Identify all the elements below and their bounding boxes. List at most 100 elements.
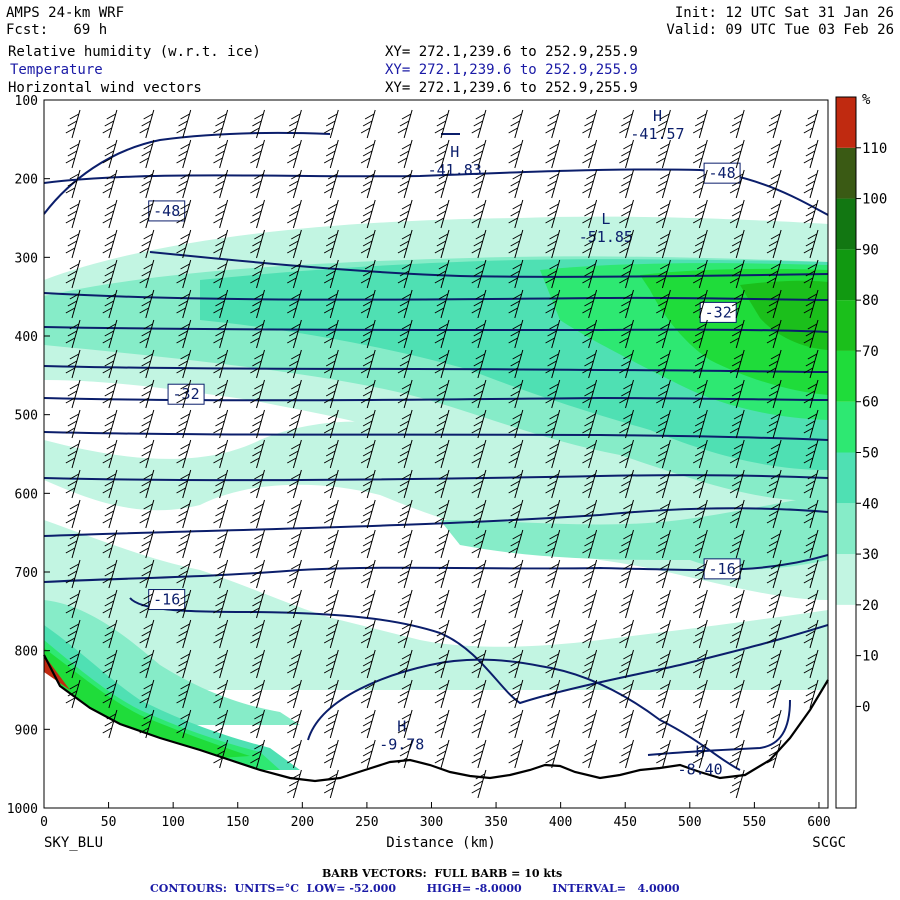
field-rh-xy: XY= 272.1,239.6 to 252.9,255.9 <box>385 44 638 60</box>
field-wind-label: Horizontal wind vectors <box>8 80 202 96</box>
wind-barb-column-3 <box>176 109 192 739</box>
extremum-value-3: -9.78 <box>379 735 424 753</box>
contour-label-0: -48 <box>153 202 180 220</box>
x-tick-label: 150 <box>226 815 249 830</box>
wind-barb-column-12 <box>508 109 524 769</box>
colorbar-tick-label: 110 <box>862 141 887 157</box>
wind-barb-column-18 <box>729 109 745 799</box>
field-temp-xy: XY= 272.1,239.6 to 252.9,255.9 <box>385 62 638 78</box>
colorbar-segment-1 <box>836 706 856 758</box>
colorbar-segment-6 <box>836 452 856 504</box>
colorbar-tick-label: 50 <box>862 446 879 462</box>
contour-label-box-4 <box>148 589 186 611</box>
wind-barb-column-5 <box>250 109 265 769</box>
wind-barb-column-20 <box>803 109 819 709</box>
wind-barb-staff <box>434 109 450 769</box>
colorbar-segment-7 <box>836 401 856 453</box>
colorbar-tick-label: 100 <box>862 192 887 208</box>
model-title: AMPS 24-km WRF <box>6 5 125 21</box>
wind-barb-staff <box>213 109 229 769</box>
isotherm-13 <box>647 699 791 756</box>
contour-label-box-5 <box>703 558 741 580</box>
x-tick-label: 50 <box>101 815 117 830</box>
wind-barb-column-11 <box>471 109 487 799</box>
x-tick-label: 350 <box>484 815 507 830</box>
isotherm-5 <box>44 365 828 373</box>
isotherm-4 <box>44 326 828 333</box>
x-tick-label: 550 <box>743 815 766 830</box>
contour-label-box-1 <box>703 162 741 184</box>
x-tick-label: 500 <box>678 815 701 830</box>
y-tick-label: 300 <box>15 251 38 266</box>
wind-barb-staff <box>508 109 524 769</box>
colorbar-segment-0 <box>836 757 856 808</box>
colorbar-unit: % <box>862 92 871 108</box>
contour-label-5: -16 <box>709 560 736 578</box>
x-tick-label: 300 <box>420 815 443 830</box>
forecast-hour: Fcst: 69 h <box>6 22 108 38</box>
wind-barb-staff <box>803 109 819 709</box>
wind-barb-staff <box>250 109 265 769</box>
wind-barb-column-8 <box>360 109 376 769</box>
wind-barb-staff <box>102 109 118 739</box>
wind-barb-column-9 <box>397 109 413 769</box>
wind-barb-staff <box>692 109 708 769</box>
colorbar-tick-label: 60 <box>862 395 879 411</box>
wind-barb-column-7 <box>323 109 339 799</box>
wind-barb-staff <box>287 109 302 799</box>
isotherm-2 <box>149 251 828 278</box>
wind-barb-staff <box>729 109 745 799</box>
wind-barb-staff <box>471 109 487 799</box>
y-tick-label: 400 <box>15 330 38 345</box>
x-tick-label: 100 <box>161 815 184 830</box>
extremum-marker-1: H <box>653 107 662 125</box>
isotherm-12 <box>307 658 741 771</box>
terrain-surface-line <box>43 654 829 783</box>
wind-barb-column-2 <box>139 109 155 739</box>
colorbar-segment-8 <box>836 350 856 402</box>
wind-barb-staff <box>176 109 192 739</box>
wind-barb-column-15 <box>619 109 634 769</box>
colorbar-tick-label: 10 <box>862 649 879 665</box>
x-tick-label: 0 <box>40 815 48 830</box>
extremum-value-2: -51.85 <box>579 228 633 246</box>
wind-barb-column-10 <box>434 109 450 769</box>
colorbar-tick-label: 90 <box>862 242 879 258</box>
extremum-marker-3: H <box>397 717 406 735</box>
y-tick-label: 600 <box>15 487 38 502</box>
rh-boundary-layer <box>44 520 828 690</box>
wind-barb-staff <box>139 109 155 739</box>
left-endpoint-label: SKY_BLU <box>44 835 103 851</box>
colorbar-segment-3 <box>836 604 856 656</box>
contour-label-3: -32 <box>705 303 732 321</box>
colorbar-tick-label: 80 <box>862 293 879 309</box>
valid-time: Valid: 09 UTC Tue 03 Feb 26 <box>666 22 894 38</box>
isotherm-7 <box>44 431 828 441</box>
contour-label-box-2 <box>167 383 205 405</box>
contour-label-box-3 <box>699 301 737 323</box>
extremum-marker-2: L <box>601 210 610 228</box>
x-axis-label: Distance (km) <box>386 835 496 851</box>
extremum-marker-4: H <box>696 743 705 761</box>
y-tick-label: 500 <box>15 409 38 424</box>
wind-barb-staff <box>619 109 634 769</box>
y-tick-label: 200 <box>15 173 38 188</box>
wind-barbs <box>65 109 819 799</box>
rh-band-lower-mid <box>440 495 828 570</box>
x-tick-label: 450 <box>613 815 636 830</box>
contour-label-1: -48 <box>709 164 736 182</box>
rh-green-3 <box>740 280 828 350</box>
wind-barb-staff <box>545 109 561 769</box>
isotherm-1 <box>44 168 828 216</box>
contour-label-box-0 <box>148 200 186 222</box>
wind-barb-staff <box>323 109 339 799</box>
extremum-value-0: -41.83 <box>428 161 482 179</box>
contour-label-4: -16 <box>153 591 180 609</box>
y-tick-label: 800 <box>15 645 38 660</box>
colorbar-tick-label: 30 <box>862 547 879 563</box>
x-tick-label: 600 <box>807 815 830 830</box>
colorbar-tick-label: 20 <box>862 598 879 614</box>
plot-frame <box>43 99 829 809</box>
wind-barb-column-4 <box>213 109 229 769</box>
